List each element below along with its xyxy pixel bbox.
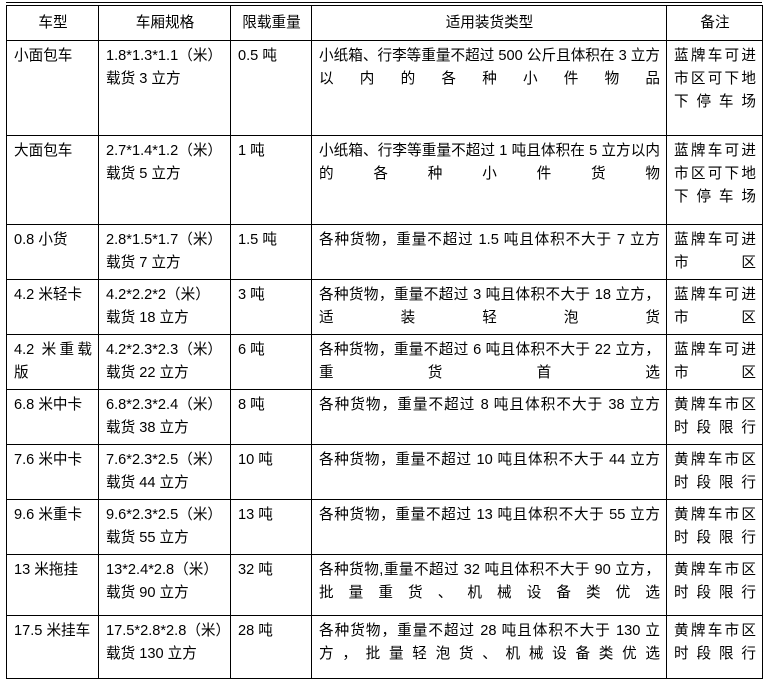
cell-model: 17.5 米挂车 [6, 615, 99, 679]
table-row: 9.6 米重卡 9.6*2.3*2.5（米）载货 55 立方 13 吨 各种货物… [6, 499, 763, 555]
cell-load-limit: 28 吨 [230, 615, 312, 679]
cell-compartment-spec: 6.8*2.3*2.4（米）载货 38 立方 [98, 389, 231, 445]
column-header-remarks: 备注 [666, 5, 763, 41]
cell-cargo-type: 小纸箱、行李等重量不超过 1 吨且体积在 5 立方以内的各种小件货物 [311, 135, 667, 225]
column-header-load-limit: 限载重量 [230, 5, 312, 41]
table-body: 小面包车 1.8*1.3*1.1（米）载货 3 立方 0.5 吨 小纸箱、行李等… [6, 40, 763, 679]
cell-compartment-spec: 4.2*2.2*2（米）载货 18 立方 [98, 279, 231, 335]
cell-load-limit: 8 吨 [230, 389, 312, 445]
table-row: 大面包车 2.7*1.4*1.2（米）载货 5 立方 1 吨 小纸箱、行李等重量… [6, 135, 763, 225]
column-header-compartment-spec: 车厢规格 [98, 5, 231, 41]
cell-cargo-type: 各种货物,重量不超过 32 吨且体积不大于 90 立方，批量重货、机械设备类优选 [311, 554, 667, 616]
cell-load-limit: 1.5 吨 [230, 224, 312, 280]
cell-remarks: 黄牌车市区时段限行 [666, 389, 763, 445]
cell-cargo-type: 各种货物，重量不超过 28 吨且体积不大于 130 立方，批量轻泡货、机械设备类… [311, 615, 667, 679]
cell-remarks: 蓝牌车可进市区 [666, 334, 763, 390]
column-header-model: 车型 [6, 5, 99, 41]
cell-remarks: 蓝牌车可进市区 [666, 224, 763, 280]
cell-model: 9.6 米重卡 [6, 499, 99, 555]
cell-compartment-spec: 7.6*2.3*2.5（米）载货 44 立方 [98, 444, 231, 500]
cell-compartment-spec: 2.8*1.5*1.7（米）载货 7 立方 [98, 224, 231, 280]
cell-remarks: 黄牌车市区时段限行 [666, 499, 763, 555]
vehicle-specification-table: 车型 车厢规格 限载重量 适用装货类型 备注 小面包车 1.8*1.3*1.1（… [6, 5, 763, 679]
cell-compartment-spec: 17.5*2.8*2.8（米）载货 130 立方 [98, 615, 231, 679]
table-header-row: 车型 车厢规格 限载重量 适用装货类型 备注 [6, 5, 763, 41]
cell-model: 6.8 米中卡 [6, 389, 99, 445]
cell-cargo-type: 各种货物，重量不超过 6 吨且体积不大于 22 立方，重货首选 [311, 334, 667, 390]
table-row: 4.2 米轻卡 4.2*2.2*2（米）载货 18 立方 3 吨 各种货物，重量… [6, 279, 763, 335]
cell-remarks: 蓝牌车可进市区可下地下停车场 [666, 135, 763, 225]
cell-compartment-spec: 2.7*1.4*1.2（米）载货 5 立方 [98, 135, 231, 225]
cell-remarks: 蓝牌车可进市区 [666, 279, 763, 335]
table-row: 7.6 米中卡 7.6*2.3*2.5（米）载货 44 立方 10 吨 各种货物… [6, 444, 763, 500]
cell-model: 4.2 米重载版 [6, 334, 99, 390]
cell-model: 大面包车 [6, 135, 99, 225]
cell-remarks: 蓝牌车可进市区可下地下停车场 [666, 40, 763, 136]
cell-model: 小面包车 [6, 40, 99, 136]
cell-cargo-type: 小纸箱、行李等重量不超过 500 公斤且体积在 3 立方以内的各种小件物品 [311, 40, 667, 136]
table-row: 13 米拖挂 13*2.4*2.8（米）载货 90 立方 32 吨 各种货物,重… [6, 554, 763, 616]
cell-load-limit: 6 吨 [230, 334, 312, 390]
page-top-rule [6, 2, 762, 3]
cell-cargo-type: 各种货物，重量不超过 13 吨且体积不大于 55 立方 [311, 499, 667, 555]
cell-cargo-type: 各种货物，重量不超过 3 吨且体积不大于 18 立方，适装轻泡货 [311, 279, 667, 335]
cell-compartment-spec: 4.2*2.3*2.3（米）载货 22 立方 [98, 334, 231, 390]
cell-load-limit: 32 吨 [230, 554, 312, 616]
cell-cargo-type: 各种货物，重量不超过 8 吨且体积不大于 38 立方 [311, 389, 667, 445]
cell-load-limit: 13 吨 [230, 499, 312, 555]
table-row: 0.8 小货 2.8*1.5*1.7（米）载货 7 立方 1.5 吨 各种货物，… [6, 224, 763, 280]
cell-remarks: 黄牌车市区时段限行 [666, 444, 763, 500]
cell-load-limit: 10 吨 [230, 444, 312, 500]
cell-load-limit: 1 吨 [230, 135, 312, 225]
table-row: 小面包车 1.8*1.3*1.1（米）载货 3 立方 0.5 吨 小纸箱、行李等… [6, 40, 763, 136]
cell-compartment-spec: 1.8*1.3*1.1（米）载货 3 立方 [98, 40, 231, 136]
cell-compartment-spec: 9.6*2.3*2.5（米）载货 55 立方 [98, 499, 231, 555]
cell-load-limit: 3 吨 [230, 279, 312, 335]
cell-model: 0.8 小货 [6, 224, 99, 280]
cell-cargo-type: 各种货物，重量不超过 1.5 吨且体积不大于 7 立方 [311, 224, 667, 280]
cell-remarks: 黄牌车市区时段限行 [666, 554, 763, 616]
column-header-cargo-type: 适用装货类型 [311, 5, 667, 41]
cell-model: 13 米拖挂 [6, 554, 99, 616]
cell-cargo-type: 各种货物，重量不超过 10 吨且体积不大于 44 立方 [311, 444, 667, 500]
cell-remarks: 黄牌车市区时段限行 [666, 615, 763, 679]
cell-model: 7.6 米中卡 [6, 444, 99, 500]
table-row: 4.2 米重载版 4.2*2.3*2.3（米）载货 22 立方 6 吨 各种货物… [6, 334, 763, 390]
table-header: 车型 车厢规格 限载重量 适用装货类型 备注 [6, 5, 763, 41]
page-root: 车型 车厢规格 限载重量 适用装货类型 备注 小面包车 1.8*1.3*1.1（… [6, 2, 763, 679]
table-row: 6.8 米中卡 6.8*2.3*2.4（米）载货 38 立方 8 吨 各种货物，… [6, 389, 763, 445]
cell-compartment-spec: 13*2.4*2.8（米）载货 90 立方 [98, 554, 231, 616]
cell-load-limit: 0.5 吨 [230, 40, 312, 136]
cell-model: 4.2 米轻卡 [6, 279, 99, 335]
table-row: 17.5 米挂车 17.5*2.8*2.8（米）载货 130 立方 28 吨 各… [6, 615, 763, 679]
